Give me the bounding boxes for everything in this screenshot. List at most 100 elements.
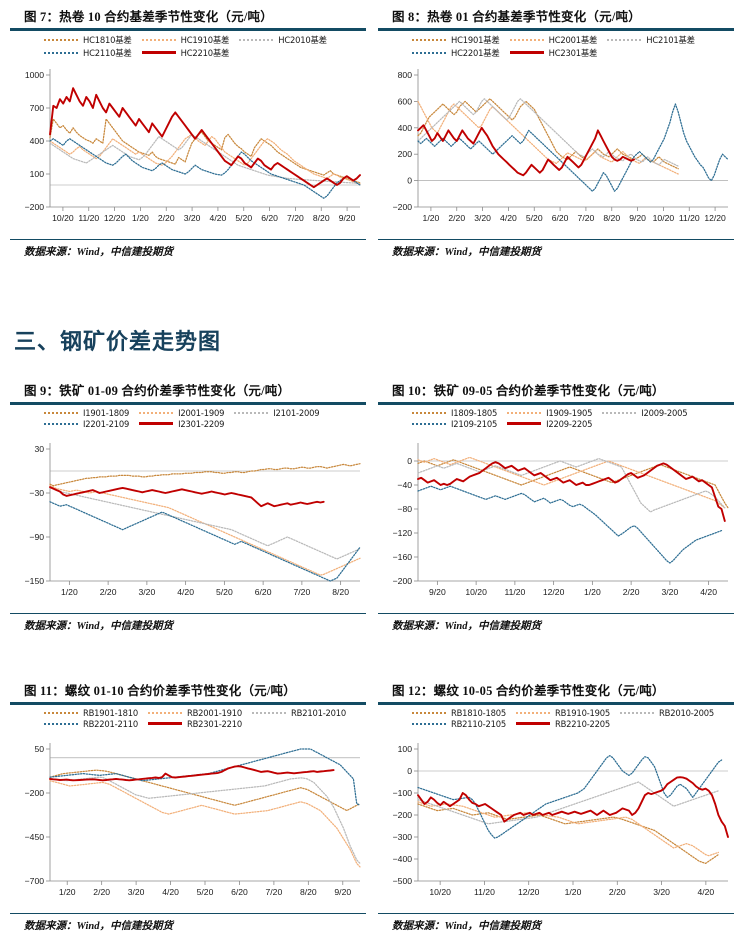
series-line: [49, 764, 335, 781]
legend-swatch-icon: [44, 422, 78, 425]
y-tick-label: −200: [25, 202, 45, 212]
legend-item: RB2101-2010: [252, 708, 346, 718]
figure-11-rule: [10, 702, 366, 705]
x-tick-label: 4/20: [697, 887, 714, 897]
legend-swatch-icon: [516, 722, 551, 726]
legend-label: I1909-1905: [546, 407, 593, 418]
figure-10-source: 数据来源：Wind，中信建投期货: [392, 620, 541, 632]
legend-swatch-icon: [412, 411, 446, 414]
series-line: [49, 485, 325, 507]
y-tick-label: −400: [393, 854, 413, 864]
series-line: [417, 485, 723, 564]
y-tick-label: 1000: [25, 70, 44, 80]
legend-label: HC2201基差: [451, 47, 500, 58]
figure-12-title: 图 12：螺纹 10-05 合约价差季节性变化（元/吨）: [392, 684, 665, 698]
legend-swatch-icon: [234, 411, 269, 414]
series-line: [417, 802, 720, 864]
legend-swatch-icon: [148, 722, 183, 726]
figure-8: 图 8：热卷 01 合约基差季节性变化（元/吨） HC1901基差 HC2001基…: [378, 6, 734, 259]
x-tick-label: 2/20: [93, 887, 110, 897]
legend-item: RB2301-2210: [148, 719, 242, 729]
legend-swatch-icon: [412, 38, 446, 41]
figure-11-title: 图 11：螺纹 01-10 合约价差季节性变化（元/吨）: [24, 684, 296, 698]
y-tick-label: 100: [398, 744, 413, 754]
legend-label: RB1910-1905: [555, 707, 611, 718]
x-tick-label: 2/20: [448, 213, 465, 223]
legend-swatch-icon: [516, 711, 551, 714]
legend-item: I2109-2105: [412, 419, 497, 429]
x-tick-label: 7/20: [294, 587, 311, 597]
series-line: [49, 747, 361, 806]
series-line: [49, 776, 361, 864]
y-tick-label: 800: [398, 70, 413, 80]
figure-12-rule: [378, 702, 734, 705]
figure-7-title: 图 7：热卷 10 合约基差季节性变化（元/吨）: [24, 10, 273, 24]
figure-8-chart: HC1901基差 HC2001基差 HC2101基差 HC2201基差 HC2301基差…: [378, 30, 734, 239]
y-tick-label: 0: [407, 766, 412, 776]
x-tick-label: 12/20: [104, 213, 126, 223]
figure-10-chart: I1809-1805 I1909-1905 I2009-2005 I2109-2105…: [378, 404, 734, 613]
legend-item: RB2010-2005: [620, 708, 714, 718]
x-tick-label: 6/20: [255, 587, 272, 597]
figure-10-legend: I1809-1805 I1909-1905 I2009-2005 I2109-2105…: [378, 405, 734, 430]
y-tick-label: −90: [29, 532, 44, 542]
legend-label: RB2101-2010: [291, 707, 347, 718]
y-tick-label: −200: [393, 576, 413, 586]
legend-item: HC2001基差: [509, 34, 597, 46]
figure-7-plot: −200 100 400 700 1000 10/20 11/20 12/20 1/20 2/20…: [25, 68, 361, 223]
figure-7-source: 数据来源：Wind，中信建投期货: [24, 246, 173, 258]
x-tick-label: 11/20: [78, 213, 99, 223]
series-line: [417, 123, 635, 176]
figure-12-rule-bottom: [378, 912, 734, 914]
figure-10-rule: [378, 402, 734, 405]
x-tick-label: 2/20: [158, 213, 175, 223]
x-tick-label: 10/20: [465, 587, 487, 597]
legend-label: I2101-2009: [273, 407, 320, 418]
legend-label: I1809-1805: [451, 407, 498, 418]
legend-item: HC2301基差: [509, 47, 598, 59]
legend-item: I2301-2209: [139, 419, 224, 429]
series-line: [49, 769, 361, 811]
series-line: [417, 457, 726, 513]
legend-label: HC2110基差: [83, 47, 132, 58]
legend-swatch-icon: [239, 38, 274, 41]
x-tick-label: 1/20: [61, 587, 78, 597]
series-line: [417, 102, 729, 192]
figure-9-rule-bottom: [10, 612, 366, 614]
legend-swatch-icon: [44, 711, 78, 714]
legend-item: HC2101基差: [607, 34, 695, 46]
legend-swatch-icon: [141, 38, 176, 41]
y-tick-label: 100: [30, 169, 45, 179]
figure-9-legend: I1901-1809 I2001-1909 I2101-2009 I2201-2109…: [10, 405, 366, 430]
series-line: [49, 462, 361, 486]
x-tick-label: 4/20: [700, 587, 717, 597]
y-tick-label: 30: [34, 444, 44, 454]
x-tick-label: 8/20: [332, 587, 349, 597]
figure-8-source: 数据来源：Wind，中信建投期货: [392, 246, 541, 258]
legend-swatch-icon: [139, 422, 174, 426]
x-tick-label: 3/20: [184, 213, 201, 223]
x-tick-label: 12/20: [518, 887, 540, 897]
legend-label: HC2301基差: [548, 47, 598, 58]
x-tick-label: 9/20: [334, 887, 351, 897]
series-line: [417, 754, 723, 839]
legend-item: I1809-1805: [412, 408, 497, 418]
legend-swatch-icon: [620, 711, 655, 714]
series-line: [49, 137, 361, 199]
legend-swatch-icon: [44, 722, 78, 725]
x-tick-label: 11/20: [474, 887, 495, 897]
y-tick-label: −500: [393, 876, 413, 886]
legend-label: RB2110-2105: [451, 718, 507, 729]
y-tick-label: −200: [393, 202, 413, 212]
legend-item: RB1910-1905: [516, 708, 610, 718]
figure-12-legend: RB1810-1805 RB1910-1905 RB2010-2005 RB2110-…: [378, 705, 734, 730]
legend-item: I1901-1809: [44, 408, 129, 418]
legend-item: HC2010基差: [239, 34, 327, 46]
legend-label: RB2210-2205: [555, 718, 611, 729]
legend-item: RB2110-2105: [412, 719, 506, 729]
legend-swatch-icon: [44, 38, 78, 41]
legend-swatch-icon: [509, 51, 544, 55]
legend-label: I2001-1909: [178, 407, 225, 418]
figure-8-rule-bottom: [378, 238, 734, 240]
x-tick-label: 9/20: [339, 213, 356, 223]
